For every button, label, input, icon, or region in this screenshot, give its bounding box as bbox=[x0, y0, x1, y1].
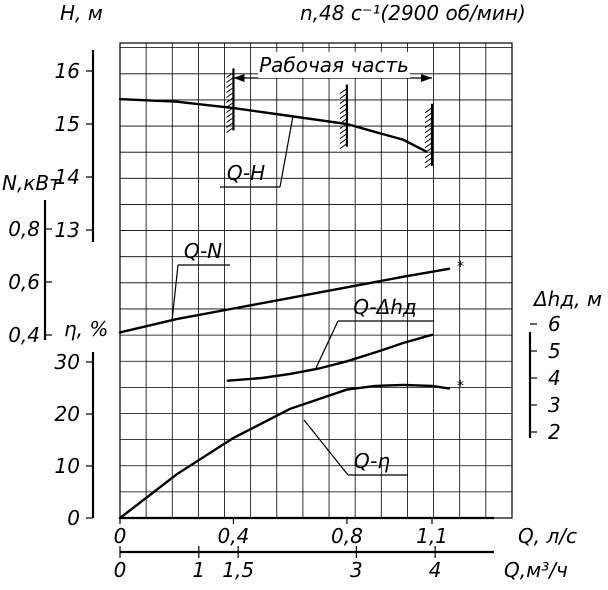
flow-tick-label: 1,1 bbox=[416, 524, 448, 548]
working-point-hatch bbox=[424, 127, 433, 134]
working-range-arrow-left bbox=[233, 74, 245, 82]
flow-axis-label: Q, л/с bbox=[518, 524, 577, 548]
q-n-end-mark: * bbox=[457, 259, 464, 275]
npsh-tick-label: 2 bbox=[548, 420, 561, 444]
working-point-hatch bbox=[424, 157, 433, 164]
working-range-arrow-right bbox=[421, 74, 432, 82]
flow-m3h-tick-label: 3 bbox=[350, 558, 363, 582]
q-n-label: Q-N bbox=[184, 239, 222, 263]
q-h-leader bbox=[220, 115, 294, 188]
working-point-hatch bbox=[339, 88, 348, 95]
working-point-hatch bbox=[339, 108, 348, 115]
head-tick-label: 16 bbox=[55, 59, 80, 83]
flow-tick-label: 0,8 bbox=[331, 524, 363, 548]
chart-axes bbox=[43, 50, 537, 558]
q-npsh-label: Q-Δhд bbox=[353, 295, 417, 319]
q-n-curve bbox=[118, 267, 451, 334]
npsh-tick-label: 4 bbox=[548, 366, 561, 390]
working-point-hatch bbox=[339, 103, 348, 110]
chart-curves bbox=[118, 97, 451, 520]
q-h-label: Q-H bbox=[227, 161, 265, 185]
q-h-curve bbox=[118, 97, 428, 153]
q-eta-leader bbox=[303, 419, 408, 476]
npsh-tick-label: 6 bbox=[548, 312, 561, 336]
head-tick-label: 13 bbox=[55, 218, 80, 242]
q-npsh-leader bbox=[315, 320, 434, 369]
efficiency-axis-label: η, % bbox=[64, 317, 108, 341]
working-point-hatch bbox=[424, 122, 433, 129]
flow-tick-label: 0,4 bbox=[218, 524, 250, 548]
chart-grid bbox=[119, 42, 513, 519]
working-point-hatch bbox=[339, 113, 348, 120]
working-point-hatch bbox=[339, 133, 348, 140]
working-point-hatch bbox=[226, 127, 234, 133]
flow-m3h-axis-label: Q,м³/ч bbox=[504, 558, 568, 582]
working-point-hatch bbox=[226, 92, 234, 98]
head-tick-label: 15 bbox=[55, 112, 80, 136]
working-point-hatch bbox=[226, 77, 234, 83]
working-point-hatch bbox=[424, 112, 433, 119]
q-n-leader bbox=[171, 264, 230, 322]
working-point-hatch bbox=[424, 107, 433, 114]
working-point-hatch bbox=[424, 117, 433, 124]
working-point-hatch bbox=[226, 112, 234, 118]
working-point-hatch bbox=[424, 142, 433, 149]
working-point-hatch bbox=[424, 152, 433, 159]
working-point-hatch bbox=[226, 117, 234, 123]
working-point-hatch bbox=[424, 162, 433, 169]
working-point-hatch bbox=[339, 93, 348, 100]
npsh-axis-label: Δhд, м bbox=[532, 287, 602, 311]
efficiency-tick-label: 10 bbox=[55, 454, 80, 478]
q-npsh-curve bbox=[226, 333, 434, 382]
working-point-hatch bbox=[226, 87, 234, 93]
working-point-hatch bbox=[226, 72, 234, 78]
npsh-tick-label: 3 bbox=[548, 393, 561, 417]
speed-note: n,48 с⁻¹(2900 об/мин) bbox=[300, 1, 526, 25]
flow-tick-label: 0 bbox=[114, 524, 127, 548]
working-point-hatch bbox=[339, 143, 348, 150]
working-range-label: Рабочая часть bbox=[259, 53, 409, 77]
efficiency-tick-label: 30 bbox=[55, 350, 80, 374]
working-point-hatch bbox=[424, 137, 433, 144]
flow-m3h-tick-label: 4 bbox=[429, 558, 442, 582]
working-point-hatch bbox=[339, 98, 348, 105]
npsh-tick-label: 5 bbox=[548, 339, 561, 363]
q-eta-curve bbox=[118, 383, 451, 520]
working-point-hatch bbox=[226, 97, 234, 103]
plot-frame bbox=[119, 42, 513, 519]
working-point-hatch bbox=[226, 122, 234, 128]
head-axis-label: H, м bbox=[60, 1, 103, 25]
working-range-label-bg bbox=[258, 52, 410, 78]
working-point-hatch bbox=[339, 138, 348, 145]
working-point-hatch bbox=[424, 132, 433, 139]
working-point-hatch bbox=[339, 128, 348, 135]
power-tick-label: 0,8 bbox=[8, 217, 40, 241]
power-axis-label: N,кВт bbox=[2, 171, 62, 195]
q-eta-end-mark: * bbox=[457, 379, 464, 395]
flow-m3h-tick-label: 1 bbox=[192, 558, 205, 582]
efficiency-tick-label: 0 bbox=[67, 506, 80, 530]
working-point-hatch bbox=[226, 82, 234, 88]
power-tick-label: 0,4 bbox=[8, 323, 40, 347]
flow-m3h-tick-label: 0 bbox=[114, 558, 127, 582]
q-eta-label: Q-η bbox=[354, 449, 390, 473]
flow-m3h-tick-label: 1,5 bbox=[222, 558, 254, 582]
efficiency-tick-label: 20 bbox=[55, 402, 80, 426]
power-tick-label: 0,6 bbox=[8, 270, 40, 294]
head-tick-label: 14 bbox=[55, 165, 80, 189]
